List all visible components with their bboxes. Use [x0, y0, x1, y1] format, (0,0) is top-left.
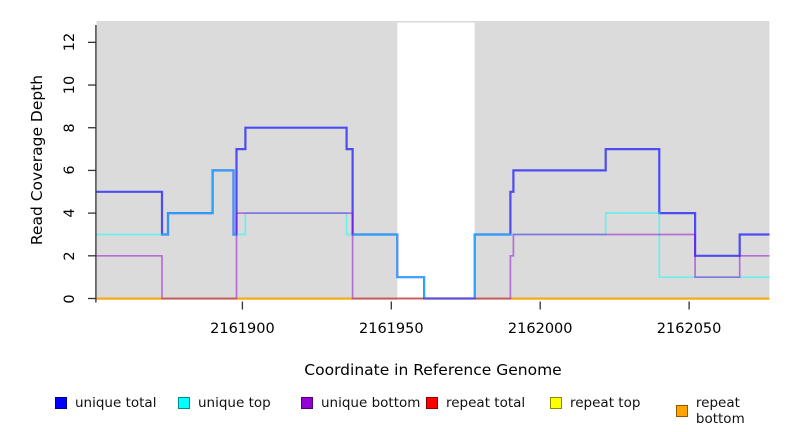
legend-item-repeat-total: repeat total: [426, 395, 525, 411]
legend-label: unique top: [198, 395, 271, 411]
y-tick-label: 0: [62, 293, 78, 304]
legend-label: unique total: [75, 395, 157, 411]
legend-label: repeat bottom: [695, 395, 745, 427]
y-tick-label: 8: [62, 123, 78, 133]
legend-item-repeat-bottom: repeat bottom: [676, 395, 792, 427]
y-tick-label: 2: [62, 251, 78, 261]
legend-item-unique-total: unique total: [55, 395, 156, 411]
x-tick-label: 2161900: [210, 321, 275, 337]
y-tick-label: 6: [62, 165, 78, 176]
legend-swatch-repeat-top: [550, 397, 562, 409]
x-axis-title: Coordinate in Reference Genome: [304, 361, 562, 379]
legend-swatch-unique-total: [55, 397, 67, 409]
y-tick-label: 4: [62, 208, 78, 218]
legend-item-unique-bottom: unique bottom: [301, 395, 420, 411]
x-tick-label: 2162000: [507, 321, 573, 337]
legend-label: unique bottom: [321, 395, 421, 411]
x-tick-label: 2161950: [359, 321, 424, 337]
legend-swatch-unique-top: [178, 397, 190, 409]
legend-swatch-repeat-bottom: [676, 405, 688, 417]
legend-swatch-repeat-total: [426, 397, 438, 409]
y-tick-label: 10: [62, 75, 78, 95]
y-axis-title: Read Coverage Depth: [28, 74, 46, 246]
legend: unique total unique top unique bottom re…: [0, 395, 792, 427]
legend-swatch-unique-bottom: [301, 397, 313, 409]
legend-label: repeat top: [570, 395, 641, 411]
legend-item-unique-top: unique top: [178, 395, 271, 411]
legend-label: repeat total: [446, 395, 526, 411]
x-tick-label: 2162050: [656, 321, 722, 337]
legend-item-repeat-top: repeat top: [550, 395, 640, 411]
y-tick-label: 12: [62, 33, 78, 52]
